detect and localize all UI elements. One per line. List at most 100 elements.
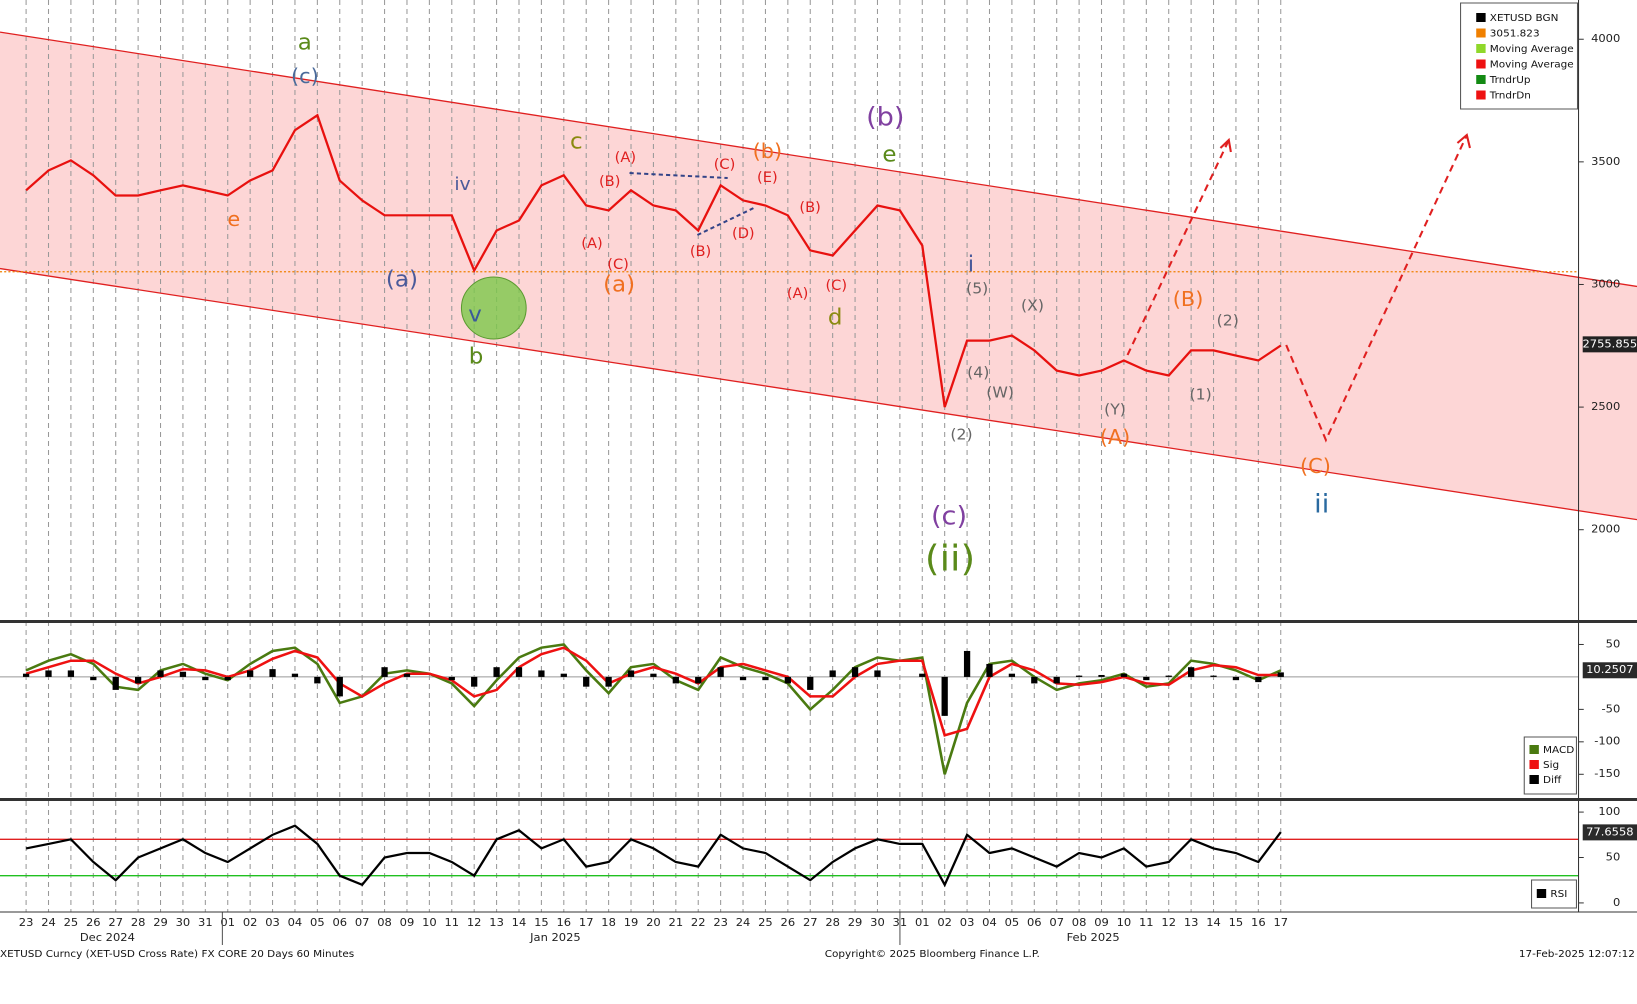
legend-label: Diff — [1543, 775, 1562, 786]
wave-label: (a) — [386, 267, 418, 292]
diff-bar — [1277, 672, 1284, 677]
diff-bar — [471, 676, 478, 687]
legend-label: Sig — [1543, 760, 1559, 771]
projection-arrow-2 — [1126, 139, 1230, 356]
wave-label: a — [298, 30, 312, 55]
y-tick-label: -150 — [1594, 767, 1620, 780]
wave-label: (A) — [615, 150, 636, 166]
diff-bar — [672, 676, 679, 684]
x-tick-label: 02 — [937, 916, 952, 929]
legend-label: RSI — [1550, 889, 1567, 900]
diff-bar — [695, 676, 702, 684]
x-tick-label: 29 — [848, 916, 863, 929]
wave-label: e — [882, 142, 896, 167]
x-tick-label: 02 — [243, 916, 258, 929]
x-tick-label: 25 — [758, 916, 773, 929]
diff-bar — [291, 673, 299, 677]
legend-label: XETUSD BGN — [1490, 13, 1559, 24]
x-tick-label: 23 — [713, 916, 728, 929]
x-tick-label: 17 — [1273, 916, 1288, 929]
x-tick-label: 28 — [825, 916, 840, 929]
y-tick-label: 3500 — [1591, 155, 1620, 168]
x-tick-label: 30 — [870, 916, 885, 929]
x-tick-label: 24 — [41, 916, 56, 929]
wave-label: (4) — [967, 364, 989, 382]
x-tick-label: 03 — [265, 916, 280, 929]
x-tick-label: 23 — [19, 916, 34, 929]
x-tick-label: 13 — [1184, 916, 1199, 929]
diff-bar — [807, 676, 814, 690]
x-tick-label: 05 — [310, 916, 325, 929]
diff-bar — [941, 676, 948, 716]
y-tick-label: 50 — [1606, 638, 1621, 651]
x-tick-label: 21 — [669, 916, 684, 929]
triangle-bottom — [696, 207, 755, 236]
diff-bar — [583, 676, 590, 687]
y-tick-label: 4000 — [1591, 32, 1620, 45]
diff-bar — [784, 676, 791, 684]
wave-label: (Y) — [1104, 401, 1126, 419]
diff-bar — [269, 669, 276, 677]
x-tick-label: 25 — [64, 916, 79, 929]
diff-bar — [1053, 676, 1060, 684]
projection-arrowhead — [1456, 133, 1471, 149]
wave-label: (c) — [291, 64, 319, 87]
x-tick-label: 08 — [377, 916, 392, 929]
last-value-label: 10.2507 — [1586, 663, 1633, 676]
wave-label: b — [469, 344, 484, 369]
wave-label: (C) — [825, 278, 847, 294]
legend-swatch — [1476, 90, 1486, 100]
wave-label: (C) — [607, 257, 629, 273]
x-tick-label: 13 — [489, 916, 504, 929]
panel-separator — [0, 620, 1637, 623]
panel-separator — [0, 798, 1637, 801]
wave-label: (A) — [1100, 425, 1131, 448]
legend-swatch — [1476, 13, 1486, 22]
legend-swatch — [1529, 775, 1539, 784]
diff-bar — [112, 676, 119, 690]
wave-label: (B) — [690, 244, 711, 260]
month-label: Dec 2024 — [80, 931, 135, 944]
diff-bar — [179, 671, 187, 677]
channel-fill — [0, 32, 1637, 520]
diff-bar — [22, 673, 30, 677]
wave-label: (ii) — [925, 537, 975, 579]
x-tick-label: 10 — [1117, 916, 1132, 929]
legend-swatch — [1476, 59, 1486, 69]
y-tick-label: 2500 — [1591, 400, 1620, 413]
y-tick-label: -100 — [1594, 735, 1620, 748]
x-tick-label: 12 — [467, 916, 482, 929]
diff-bar — [157, 670, 164, 677]
month-label: Jan 2025 — [529, 931, 581, 944]
diff-bar — [605, 676, 612, 687]
wave-label: (D) — [732, 226, 755, 242]
wave-label: v — [468, 302, 482, 327]
diff-bar — [650, 673, 657, 677]
diff-bar — [1165, 675, 1172, 677]
wave-label: (b) — [866, 102, 904, 132]
diff-bar — [1008, 673, 1016, 677]
footer-center: Copyright© 2025 Bloomberg Finance L.P. — [825, 949, 1040, 960]
wave-label: (C) — [714, 157, 736, 173]
legend-swatch — [1476, 44, 1486, 53]
diff-bar — [1232, 676, 1240, 681]
x-tick-label: 05 — [1005, 916, 1020, 929]
x-tick-label: 15 — [534, 916, 549, 929]
wave-label: (1) — [1190, 386, 1212, 404]
highlight-circle — [460, 276, 527, 340]
x-tick-label: 20 — [646, 916, 661, 929]
y-tick-label: 0 — [1613, 896, 1620, 909]
wave-label: (2) — [950, 426, 972, 444]
x-tick-label: 09 — [400, 916, 415, 929]
x-tick-label: 07 — [1049, 916, 1064, 929]
x-tick-label: 14 — [512, 916, 527, 929]
series-line — [25, 113, 1282, 408]
diff-bar — [493, 667, 500, 677]
diff-bar — [1098, 674, 1105, 677]
x-tick-label: 15 — [1229, 916, 1244, 929]
legend-swatch — [1529, 760, 1539, 769]
wave-label: (B) — [1173, 287, 1204, 310]
x-tick-label: 01 — [915, 916, 930, 929]
wave-label: (c) — [931, 501, 967, 531]
